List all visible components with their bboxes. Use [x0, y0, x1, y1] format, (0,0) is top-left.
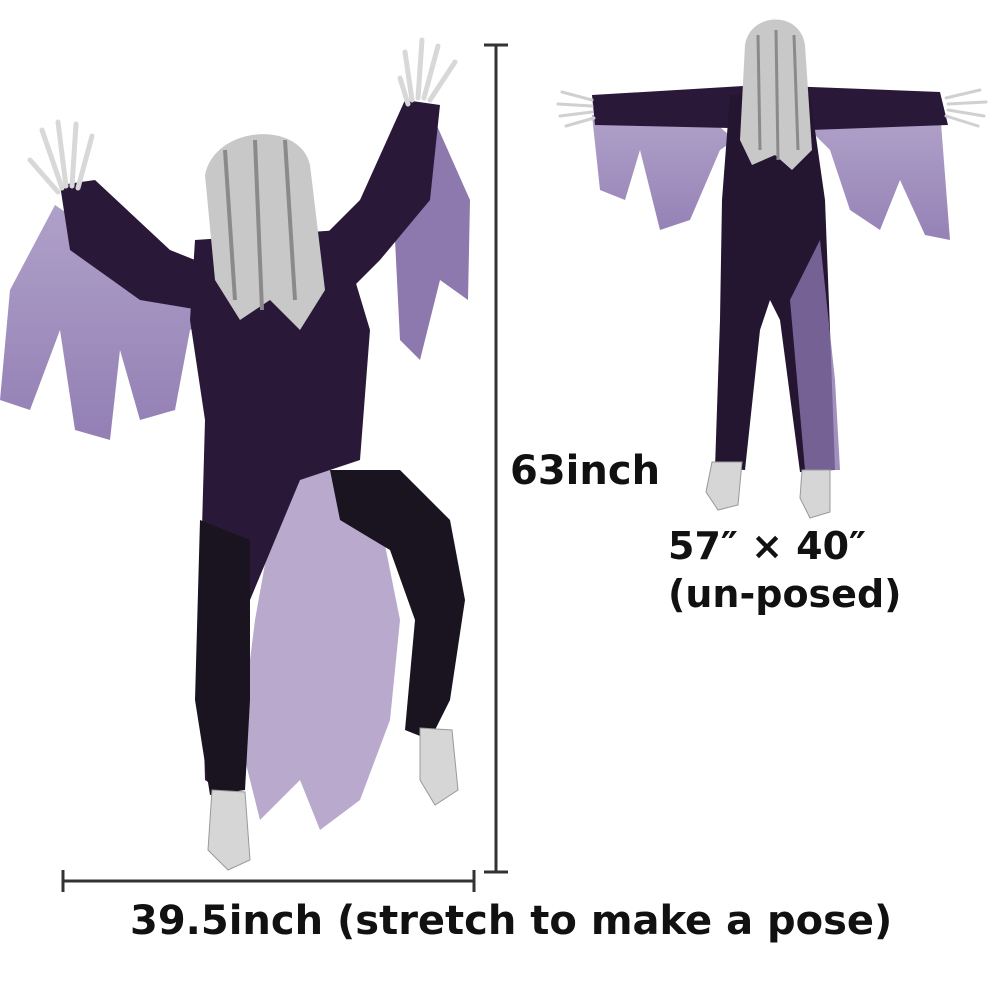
width-label: 39.5inch (stretch to make a pose) [130, 898, 893, 944]
dimensions-line: 57″ × 40″ [668, 524, 867, 568]
posed-ghost-figure [0, 37, 470, 871]
width-dimension-line [61, 870, 476, 892]
wing-gauze-left [592, 110, 735, 230]
unposed-left-hand [556, 90, 596, 128]
left-skeleton-hand [27, 119, 95, 195]
unposed-left-foot [705, 461, 743, 511]
right-skeleton-hand [397, 37, 458, 107]
right-leg [330, 470, 465, 740]
left-arm [60, 180, 220, 310]
unposed-back-gauze [790, 240, 840, 470]
left-gauze-drape [0, 205, 215, 440]
right-skeleton-foot [419, 727, 459, 806]
unposed-right-hand [944, 88, 988, 128]
left-skeleton-foot [207, 789, 251, 871]
left-leg [195, 520, 250, 795]
unposed-ghost-figure [556, 19, 988, 519]
unposed-note: (un-posed) [668, 572, 902, 616]
back-gauze [240, 470, 400, 830]
unposed-dimensions-label: 57″ × 40″ (un-posed) [668, 522, 902, 618]
height-label: 63inch [510, 448, 661, 494]
wing-gauze-right [810, 110, 950, 240]
unposed-right-foot [799, 469, 831, 519]
height-dimension-line [484, 43, 508, 874]
